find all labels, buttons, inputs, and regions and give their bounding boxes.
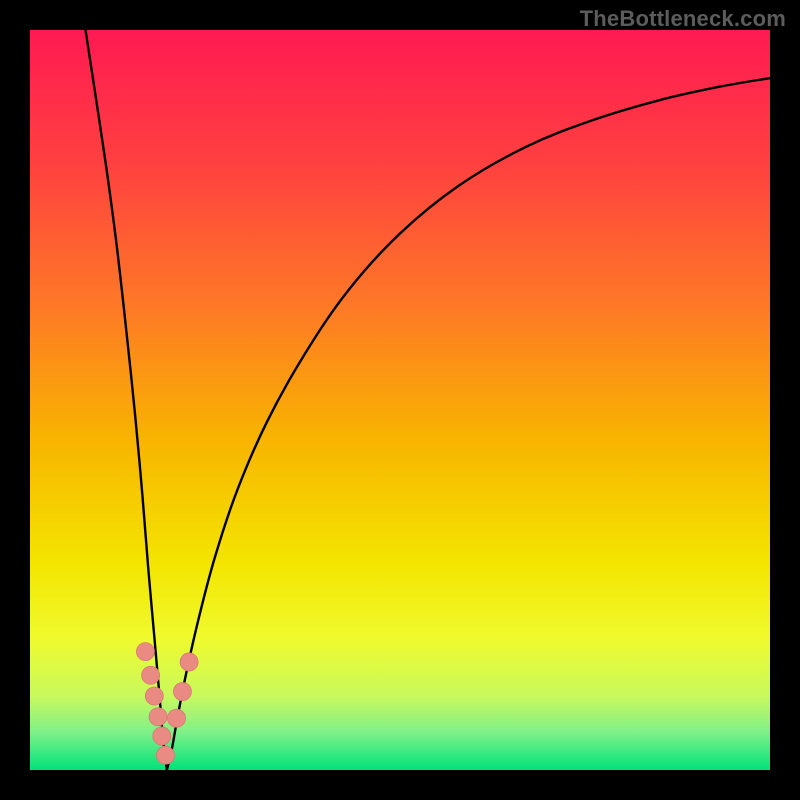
marker-left: [145, 687, 163, 705]
marker-right: [168, 709, 186, 727]
marker-left: [142, 666, 160, 684]
marker-left: [153, 727, 171, 745]
marker-right: [180, 653, 198, 671]
marker-right: [173, 683, 191, 701]
attribution-label: TheBottleneck.com: [580, 6, 786, 32]
bottleneck-chart: [0, 0, 800, 800]
chart-container: TheBottleneck.com: [0, 0, 800, 800]
marker-left: [149, 708, 167, 726]
marker-left: [156, 746, 174, 764]
marker-left: [136, 643, 154, 661]
